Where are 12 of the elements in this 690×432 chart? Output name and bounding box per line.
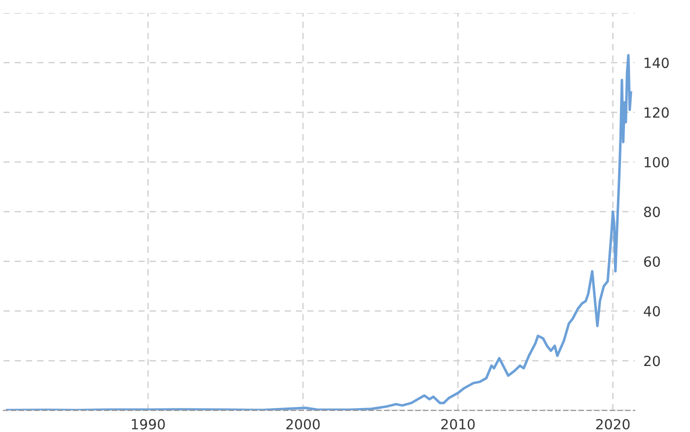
y-tick-label: 40 <box>644 306 660 317</box>
y-tick-label: 20 <box>644 356 660 366</box>
line-series <box>6 54 632 410</box>
y-tick-label: 60 <box>644 256 660 267</box>
x-tick-label: 1990 <box>132 418 165 430</box>
x-tick-label: 2010 <box>441 418 475 430</box>
y-tick-label: 80 <box>644 206 660 218</box>
x-tick-label: 2000 <box>286 418 320 430</box>
y-tick-label: 100 <box>644 156 669 168</box>
x-tick-label: 2020 <box>596 418 630 430</box>
y-tick-label: 120 <box>644 107 669 118</box>
y-tick-label: 140 <box>644 58 669 68</box>
